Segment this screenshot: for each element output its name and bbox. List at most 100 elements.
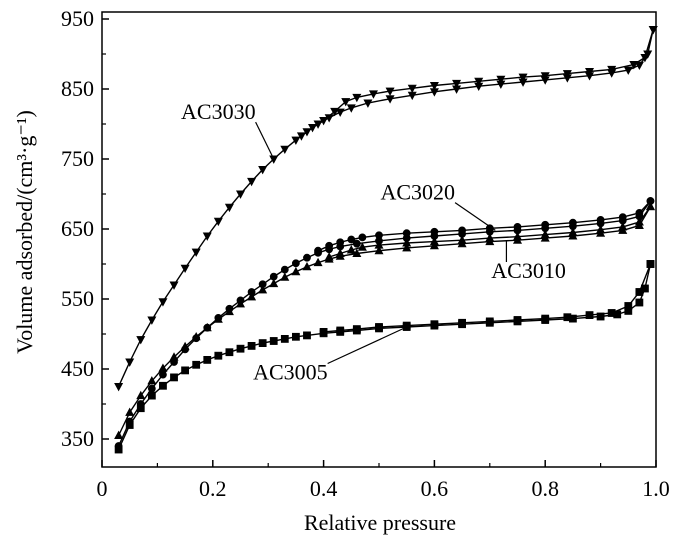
data-point: [147, 391, 156, 400]
data-point: [607, 65, 617, 75]
x-tick-label: 0.8: [531, 476, 559, 501]
data-point: [568, 227, 578, 236]
desorption-line: [323, 263, 652, 333]
data-point: [302, 261, 312, 271]
data-point: [224, 306, 234, 316]
data-point: [346, 104, 356, 113]
data-point: [513, 316, 522, 324]
data-point: [596, 215, 605, 224]
data-point: [224, 203, 234, 213]
data-point: [485, 224, 494, 233]
data-point: [114, 430, 124, 440]
data-point: [485, 317, 494, 326]
data-point: [258, 285, 268, 294]
adsorption-line: [117, 206, 652, 436]
data-point: [648, 25, 658, 35]
y-tick-label: 550: [61, 286, 94, 311]
y-tick-label: 350: [61, 426, 94, 451]
series-label-text: AC3005: [253, 360, 328, 385]
data-point: [585, 311, 594, 319]
data-point: [291, 266, 301, 276]
data-point: [158, 298, 168, 307]
series-label-ac3030: AC3030: [181, 99, 275, 160]
data-point: [303, 331, 311, 340]
data-point: [540, 229, 550, 239]
data-point: [314, 246, 322, 255]
data-point: [402, 229, 411, 238]
data-point: [607, 309, 616, 317]
leader-line: [454, 202, 496, 231]
data-point: [191, 248, 201, 257]
data-point: [430, 320, 439, 329]
data-point: [170, 373, 178, 382]
x-tick-label: 0: [97, 476, 108, 501]
data-point: [296, 132, 306, 141]
data-point: [585, 68, 595, 77]
data-point: [634, 61, 644, 71]
data-point: [235, 190, 246, 199]
data-point: [357, 242, 367, 251]
data-point: [347, 235, 356, 244]
data-point: [352, 93, 362, 103]
data-point: [541, 314, 550, 323]
data-point: [541, 220, 550, 229]
data-point: [540, 72, 550, 81]
data-point: [147, 316, 157, 325]
series-label-text: AC3030: [181, 99, 256, 124]
data-point: [634, 217, 644, 226]
data-point: [623, 66, 633, 75]
data-point: [618, 213, 627, 221]
data-point: [618, 222, 628, 231]
data-point: [136, 404, 145, 413]
data-point: [385, 87, 395, 96]
data-point: [485, 233, 495, 242]
x-tick-label: 1.0: [642, 476, 670, 501]
data-point: [159, 381, 167, 390]
data-point: [352, 325, 361, 333]
y-tick-label: 750: [61, 146, 94, 171]
data-point: [280, 334, 289, 343]
data-point: [258, 166, 268, 175]
data-point: [452, 79, 462, 89]
data-point: [202, 232, 212, 241]
data-point: [407, 84, 417, 94]
axis-ticks: 0 0.2 0.4 0.6 0.8 1.0 350 450 550 650 750 850 950: [61, 6, 670, 501]
data-point: [291, 136, 301, 145]
data-point: [192, 360, 201, 369]
data-point: [169, 352, 179, 361]
data-point: [319, 117, 329, 126]
y-tick-label: 450: [61, 356, 94, 381]
y-axis-label: Volume adsorbed/(cm³·g⁻¹): [12, 110, 37, 354]
data-point: [402, 238, 412, 247]
data-point: [496, 75, 506, 85]
leader-line: [327, 326, 407, 365]
data-point: [629, 60, 639, 70]
data-point: [352, 239, 361, 248]
data-point: [563, 313, 572, 322]
data-point: [280, 265, 289, 274]
y-tick-label: 950: [61, 6, 94, 31]
data-point: [358, 233, 367, 242]
data-point: [180, 341, 190, 351]
data-point: [236, 344, 245, 353]
data-point: [336, 326, 345, 335]
data-point: [518, 73, 528, 82]
data-point: [640, 53, 650, 63]
data-point: [429, 82, 439, 91]
data-point: [136, 336, 146, 345]
data-point: [247, 341, 256, 350]
data-point: [125, 407, 135, 416]
data-point: [635, 298, 644, 307]
series-ac3010: [114, 201, 655, 440]
data-point: [646, 260, 655, 268]
data-point: [512, 231, 523, 241]
data-point: [247, 177, 257, 187]
data-point: [269, 337, 278, 345]
data-point: [635, 288, 644, 296]
data-point: [213, 217, 223, 227]
data-point: [202, 322, 212, 332]
adsorption-line: [117, 263, 652, 450]
data-point: [335, 248, 345, 258]
data-point: [341, 98, 351, 107]
data-point: [136, 390, 146, 400]
